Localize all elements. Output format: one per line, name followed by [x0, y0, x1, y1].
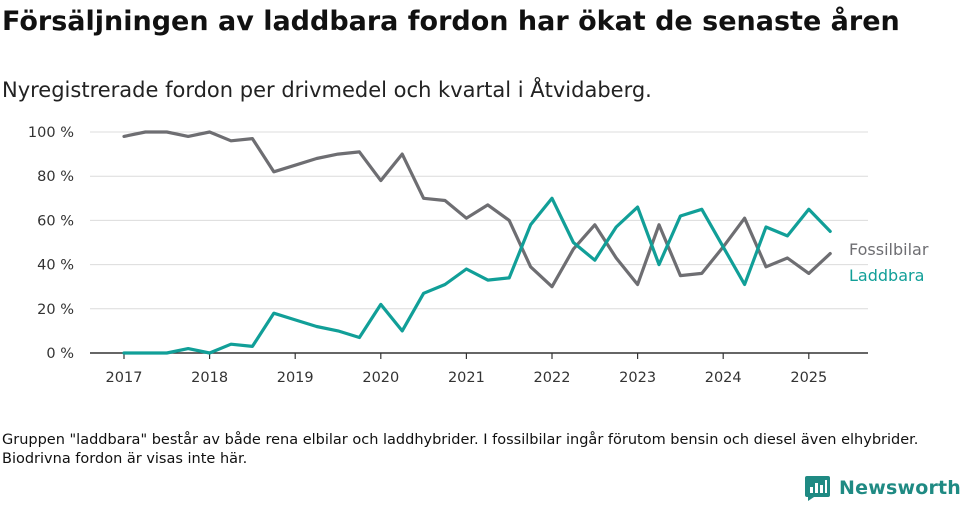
footnote: Gruppen "laddbara" består av både rena e… — [2, 432, 919, 467]
y-tick-label: 20 % — [37, 302, 74, 318]
chart-subtitle: Nyregistrerade fordon per drivmedel och … — [2, 78, 652, 102]
x-tick-label: 2017 — [106, 370, 143, 386]
x-tick-label: 2021 — [448, 370, 485, 386]
series-labels: Fossilbilar Laddbara — [849, 240, 929, 285]
gridlines — [90, 131, 868, 310]
y-axis: 0 % 20 % 40 % 60 % 80 % 100 % — [28, 125, 74, 362]
y-tick-label: 60 % — [37, 213, 74, 229]
series-lines — [122, 130, 832, 355]
x-tick-label: 2018 — [191, 370, 228, 386]
y-tick-label: 80 % — [37, 169, 74, 185]
series-label-laddbara: Laddbara — [849, 266, 924, 285]
x-tick-label: 2019 — [277, 370, 314, 386]
series-line-fossilbilar — [122, 130, 832, 289]
x-axis: 2017 2018 2019 2020 2021 2022 2023 2024 2025 — [90, 352, 868, 386]
series-label-fossilbilar: Fossilbilar — [849, 240, 929, 259]
x-tick-label: 2022 — [534, 370, 571, 386]
newsworthy-logo-icon — [805, 476, 830, 501]
x-tick-label: 2020 — [362, 370, 399, 386]
y-tick-label: 0 % — [46, 346, 74, 362]
brand-logo: Newsworthy — [804, 474, 960, 501]
y-tick-label: 40 % — [37, 258, 74, 274]
x-tick-label: 2024 — [705, 370, 742, 386]
brand-name: Newsworthy — [839, 476, 960, 499]
chart-title: Försäljningen av laddbara fordon har öka… — [2, 6, 900, 37]
series-line-laddbara — [122, 196, 832, 355]
x-tick-label: 2023 — [619, 370, 656, 386]
y-tick-label: 100 % — [28, 125, 74, 141]
line-chart: 0 % 20 % 40 % 60 % 80 % 100 % 2017 2018 2019 202… — [28, 125, 929, 386]
x-tick-label: 2025 — [790, 370, 827, 386]
